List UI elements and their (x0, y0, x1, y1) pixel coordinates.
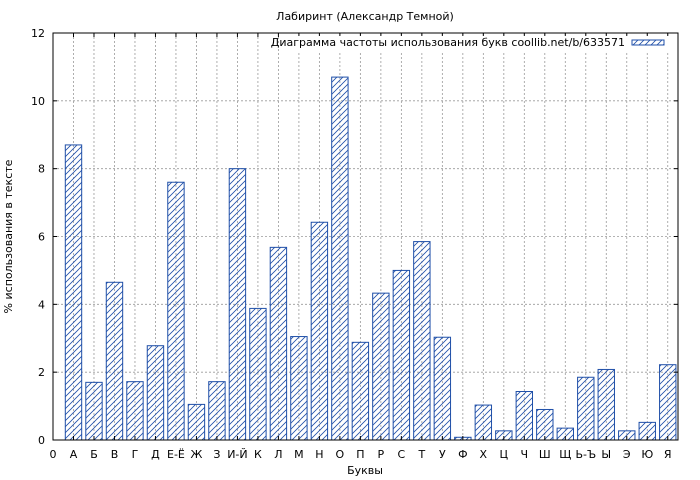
y-axis-label: % использования в тексте (2, 159, 15, 313)
bar-Р (372, 292, 390, 441)
x-tick-label: Н (315, 448, 323, 461)
x-tick-label: Ш (539, 448, 551, 461)
bar-Т (413, 241, 431, 441)
bar-Ы (597, 368, 615, 441)
x-tick-label: Р (378, 448, 385, 461)
y-tick-label: 8 (38, 163, 45, 176)
grid-lines (53, 33, 678, 440)
x-tick-label: Б (90, 448, 98, 461)
x-tick-label: К (254, 448, 262, 461)
bar-Д (146, 345, 165, 441)
chart-title: Лабиринт (Александр Темной) (276, 10, 454, 23)
x-tick-label: Ь-Ъ (575, 448, 596, 461)
x-axis: 0 А Б В Г Д Е-Ё Ж З И-Й К Л М Н О П Р С Т У Ф Х Ц Ч Ш Щ Ь-Ъ Ы Э Ю Я (50, 33, 672, 461)
bar-Ш (536, 408, 554, 441)
bar-М (290, 336, 308, 441)
x-tick-label: Д (151, 448, 160, 461)
legend-background (284, 36, 674, 51)
bar-У (433, 336, 452, 441)
bar-В (105, 281, 124, 441)
x-tick-label: И-Й (227, 448, 247, 461)
x-tick-label: Ц (500, 448, 509, 461)
bar-Я (659, 364, 677, 441)
x-tick-label: О (336, 448, 345, 461)
x-tick-label: В (111, 448, 119, 461)
bar-Н (310, 221, 329, 441)
x-tick-label: С (398, 448, 406, 461)
bar-О (331, 76, 349, 441)
x-tick-label: Г (132, 448, 139, 461)
bar-Ч (515, 390, 534, 441)
bar-Е-Ё (167, 181, 185, 441)
y-tick-label: 12 (31, 27, 45, 40)
y-tick-label: 2 (38, 366, 45, 379)
x-tick-label: Ч (521, 448, 529, 461)
x-tick-label: М (294, 448, 304, 461)
x-tick-label: Л (274, 448, 282, 461)
bar-С (392, 269, 411, 441)
x-tick-label: Ю (641, 448, 653, 461)
x-tick-label: П (356, 448, 364, 461)
x-tick-label: А (70, 448, 78, 461)
bar-Ж (187, 403, 206, 441)
x-tick-label: Щ (559, 448, 571, 461)
x-tick-label: Э (623, 448, 631, 461)
bar-А (64, 144, 83, 441)
bar-З (208, 381, 226, 441)
legend-label: Диаграмма частоты использования букв coo… (271, 36, 625, 49)
x-tick-label: У (439, 448, 446, 461)
x-tick-label-origin: 0 (50, 448, 57, 461)
x-tick-label: Я (664, 448, 672, 461)
y-tick-label: 0 (38, 434, 45, 447)
x-tick-label: Т (417, 448, 425, 461)
y-tick-label: 6 (38, 231, 45, 244)
x-tick-label: Ф (458, 448, 467, 461)
bar-Ь-Ъ (577, 376, 595, 441)
legend-swatch (631, 39, 665, 46)
bar-П (351, 341, 370, 441)
bar-Б (85, 381, 103, 441)
bar-Г (126, 381, 144, 441)
x-tick-label: Ы (601, 448, 611, 461)
bar-Л (269, 246, 288, 441)
y-tick-label: 10 (31, 95, 45, 108)
y-tick-label: 4 (38, 298, 45, 311)
x-tick-label: З (213, 448, 220, 461)
x-tick-label: Е-Ё (167, 448, 185, 461)
bar-Х (474, 404, 493, 441)
legend: Диаграмма частоты использования букв coo… (271, 36, 674, 51)
bars (64, 76, 677, 441)
x-tick-label: Ж (191, 448, 203, 461)
bar-К (249, 307, 267, 441)
x-tick-label: Х (480, 448, 488, 461)
x-axis-label: Буквы (347, 464, 383, 477)
y-axis: 0 2 4 6 8 10 12 (31, 27, 678, 447)
bar-И-Й (228, 168, 247, 441)
